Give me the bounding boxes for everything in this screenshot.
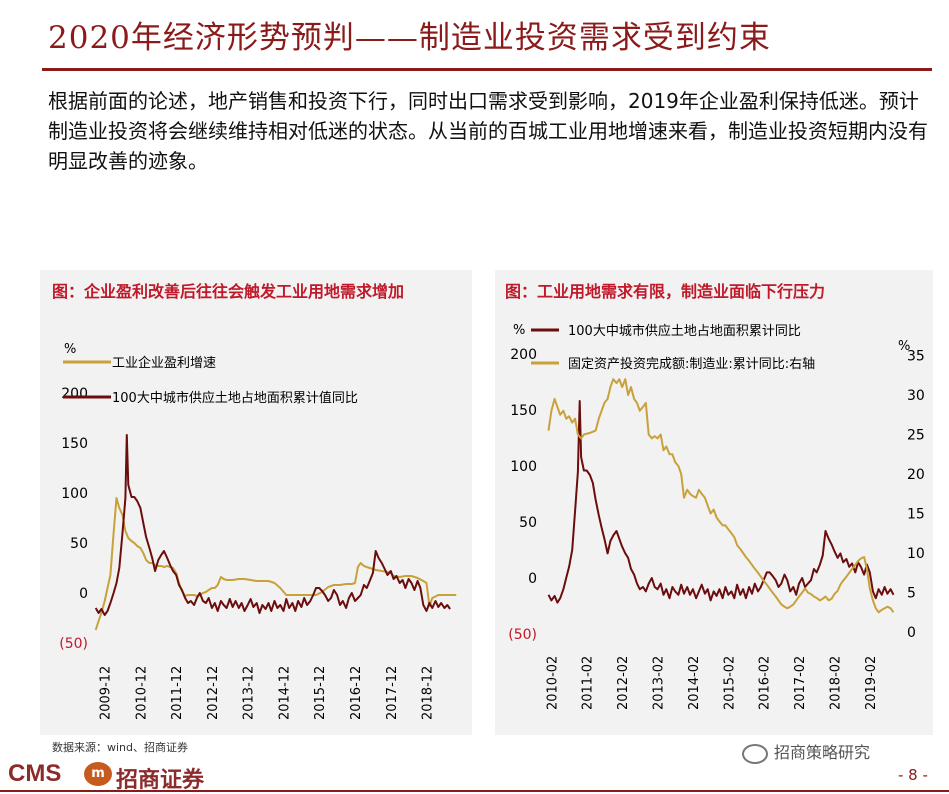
title-divider <box>42 68 932 71</box>
y-tick-label: 100 <box>61 486 88 502</box>
x-tick-label: 2013-02 <box>651 656 666 710</box>
x-tick-label: 2018-02 <box>828 656 843 710</box>
wechat-account: 招商策略研究 <box>742 739 870 764</box>
y-tick-label: (50) <box>508 627 537 643</box>
x-tick-label: 2015-02 <box>722 656 737 710</box>
page-number: - 8 - <box>898 766 928 784</box>
y-tick-label: (50) <box>59 636 88 652</box>
x-tick-label: 2013-12 <box>242 666 257 720</box>
legend-label-1: 100大中城市供应土地占地面积累计同比 <box>568 323 801 339</box>
y-tick-label: 150 <box>510 403 537 419</box>
logo-cms-text: CMS <box>8 760 62 787</box>
series-line-2 <box>94 434 451 616</box>
y-tick-label: 200 <box>61 386 88 402</box>
x-tick-label: 2010-02 <box>545 656 560 710</box>
bottom-divider <box>0 790 949 792</box>
x-tick-label: 2017-12 <box>385 666 400 720</box>
y-right-tick-label: 15 <box>907 507 925 523</box>
legend-label-1: 工业企业盈利增速 <box>112 355 216 371</box>
y-right-tick-label: 30 <box>907 388 925 404</box>
left-chart-title: 图：企业盈利改善后往往会触发工业用地需求增加 <box>52 282 405 301</box>
x-tick-label: 2009-12 <box>99 666 114 720</box>
page-title: 2020年经济形势预判——制造业投资需求受到约束 <box>48 20 771 56</box>
y-axis-unit: % <box>64 342 76 357</box>
x-tick-label: 2012-02 <box>616 656 631 710</box>
x-tick-label: 2012-12 <box>206 666 221 720</box>
y-tick-label: 0 <box>79 586 88 602</box>
y-tick-label: 50 <box>70 536 88 552</box>
legend-label-2: 固定资产投资完成额:制造业:累计同比:右轴 <box>568 356 815 372</box>
y-tick-label: 200 <box>510 347 537 363</box>
x-tick-label: 2016-02 <box>758 656 773 710</box>
y-right-tick-label: 20 <box>907 467 925 483</box>
data-source-note: 数据来源：wind、招商证券 <box>52 741 189 754</box>
x-tick-label: 2014-12 <box>277 666 292 720</box>
x-tick-label: 2018-12 <box>421 666 436 720</box>
wechat-icon <box>742 743 768 764</box>
y-tick-label: 0 <box>528 571 537 587</box>
x-tick-label: 2016-12 <box>349 666 364 720</box>
x-tick-label: 2014-02 <box>687 656 702 710</box>
left-chart-panel <box>40 270 472 735</box>
y-tick-label: 150 <box>61 436 88 452</box>
y-right-tick-label: 0 <box>907 625 916 641</box>
series-line-1 <box>94 497 457 631</box>
legend-label-2: 100大中城市供应土地占地面积累计值同比 <box>112 390 358 406</box>
y-tick-label: 50 <box>519 515 537 531</box>
x-tick-label: 2019-02 <box>864 656 879 710</box>
y-right-tick-label: 25 <box>907 428 925 444</box>
x-tick-label: 2011-12 <box>170 666 185 720</box>
series-line-2 <box>547 378 895 614</box>
logo-cn-text: 招商证券 <box>116 768 205 793</box>
y-axis-unit: % <box>513 323 525 338</box>
y-right-tick-label: 35 <box>907 349 925 365</box>
wechat-account-name: 招商策略研究 <box>774 743 871 762</box>
logo-mark-icon: m <box>84 762 112 786</box>
y-right-tick-label: 5 <box>907 586 916 602</box>
right-chart-title: 图：工业用地需求有限，制造业面临下行压力 <box>505 282 826 301</box>
x-tick-label: 2017-02 <box>793 656 808 710</box>
x-tick-label: 2015-12 <box>313 666 328 720</box>
series-line-1 <box>547 400 895 604</box>
right-chart-panel <box>495 270 933 735</box>
intro-paragraph: 根据前面的论述，地产销售和投资下行，同时出口需求受到影响，2019年企业盈利保持… <box>48 89 928 173</box>
x-tick-label: 2010-12 <box>134 666 149 720</box>
y-axis-right-unit: % <box>898 339 910 354</box>
y-tick-label: 100 <box>510 459 537 475</box>
y-right-tick-label: 10 <box>907 546 925 562</box>
x-tick-label: 2011-02 <box>581 656 596 710</box>
